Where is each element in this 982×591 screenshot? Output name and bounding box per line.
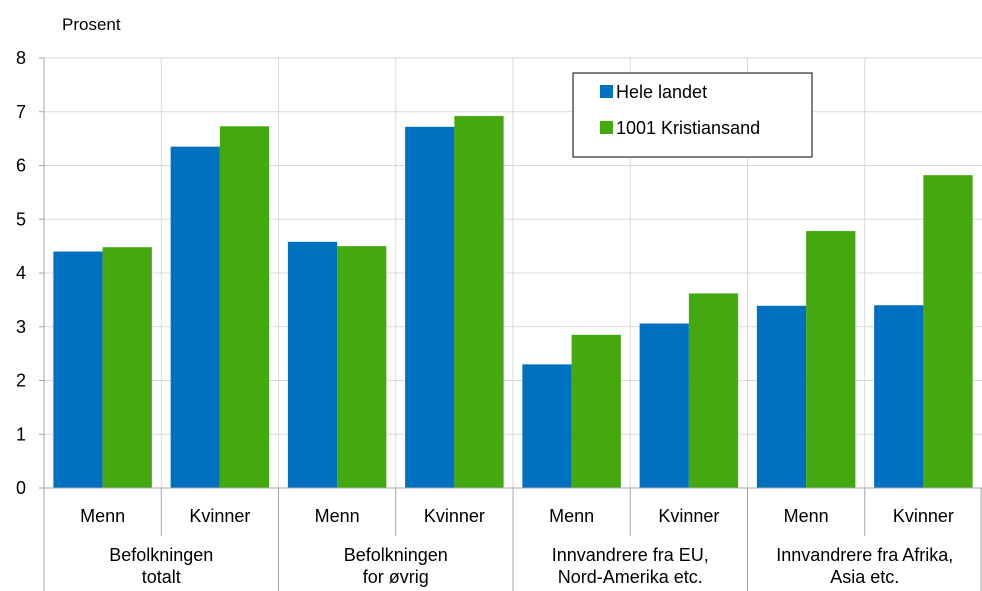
- y-tick-label: 5: [16, 209, 26, 229]
- legend: Hele landet 1001 Kristiansand: [572, 72, 813, 158]
- bar-kristiansand-2: [337, 246, 387, 488]
- x-group-label: Innvandrere fra EU,: [552, 545, 709, 565]
- x-group-label: Innvandrere fra Afrika,: [776, 545, 953, 565]
- legend-swatch-kristiansand: [600, 121, 613, 134]
- bar-kristiansand-1: [219, 126, 270, 488]
- y-tick-label: 1: [16, 424, 26, 444]
- x-group-label: Nord-Amerika etc.: [558, 567, 703, 587]
- bar-hele-landet-0: [53, 251, 103, 488]
- bar-hele-landet-5: [639, 323, 689, 488]
- bar-hele-landet-7: [874, 305, 924, 488]
- bar-hele-landet-1: [170, 146, 220, 488]
- bar-kristiansand-3: [454, 116, 504, 489]
- y-tick-label: 8: [16, 48, 26, 68]
- bar-hele-landet-4: [522, 364, 572, 488]
- x-category-label: Kvinner: [424, 506, 485, 526]
- x-category-label: Menn: [549, 506, 594, 526]
- x-category-label: Menn: [80, 506, 125, 526]
- x-category-label: Kvinner: [893, 506, 954, 526]
- axes: [39, 57, 982, 591]
- legend-label-hele-landet: Hele landet: [616, 82, 707, 102]
- bar-kristiansand-7: [923, 175, 973, 489]
- y-tick-label: 2: [16, 371, 26, 391]
- x-category-label: Kvinner: [189, 506, 250, 526]
- x-category-label: Menn: [315, 506, 360, 526]
- bar-hele-landet-6: [756, 305, 807, 488]
- y-tick-label: 6: [16, 156, 26, 176]
- bar-kristiansand-6: [806, 231, 856, 488]
- x-group-label: totalt: [142, 567, 181, 587]
- bar-kristiansand-0: [102, 247, 152, 488]
- y-tick-label: 4: [16, 263, 26, 283]
- y-tick-label: 7: [16, 102, 26, 122]
- bar-kristiansand-5: [688, 293, 739, 488]
- bar-hele-landet-3: [405, 126, 455, 489]
- legend-swatch-hele-landet: [600, 85, 613, 98]
- x-group-label: for øvrig: [363, 567, 429, 587]
- bar-kristiansand-4: [571, 334, 621, 488]
- x-category-label: Menn: [784, 506, 829, 526]
- x-group-label: Befolkningen: [109, 545, 213, 565]
- bars: [53, 116, 973, 489]
- y-tick-label: 0: [16, 478, 26, 498]
- x-group-label: Befolkningen: [344, 545, 448, 565]
- bar-hele-landet-2: [287, 241, 338, 488]
- x-category-label: Kvinner: [658, 506, 719, 526]
- axis-labels: 0 1 2 3 4 5 6 7 8 Menn Kvinner Menn Kvinner Menn Kvinn…: [16, 48, 954, 587]
- x-group-label: Asia etc.: [830, 567, 899, 587]
- legend-label-kristiansand: 1001 Kristiansand: [616, 118, 760, 138]
- y-tick-label: 3: [16, 317, 26, 337]
- y-axis-title: Prosent: [62, 15, 121, 34]
